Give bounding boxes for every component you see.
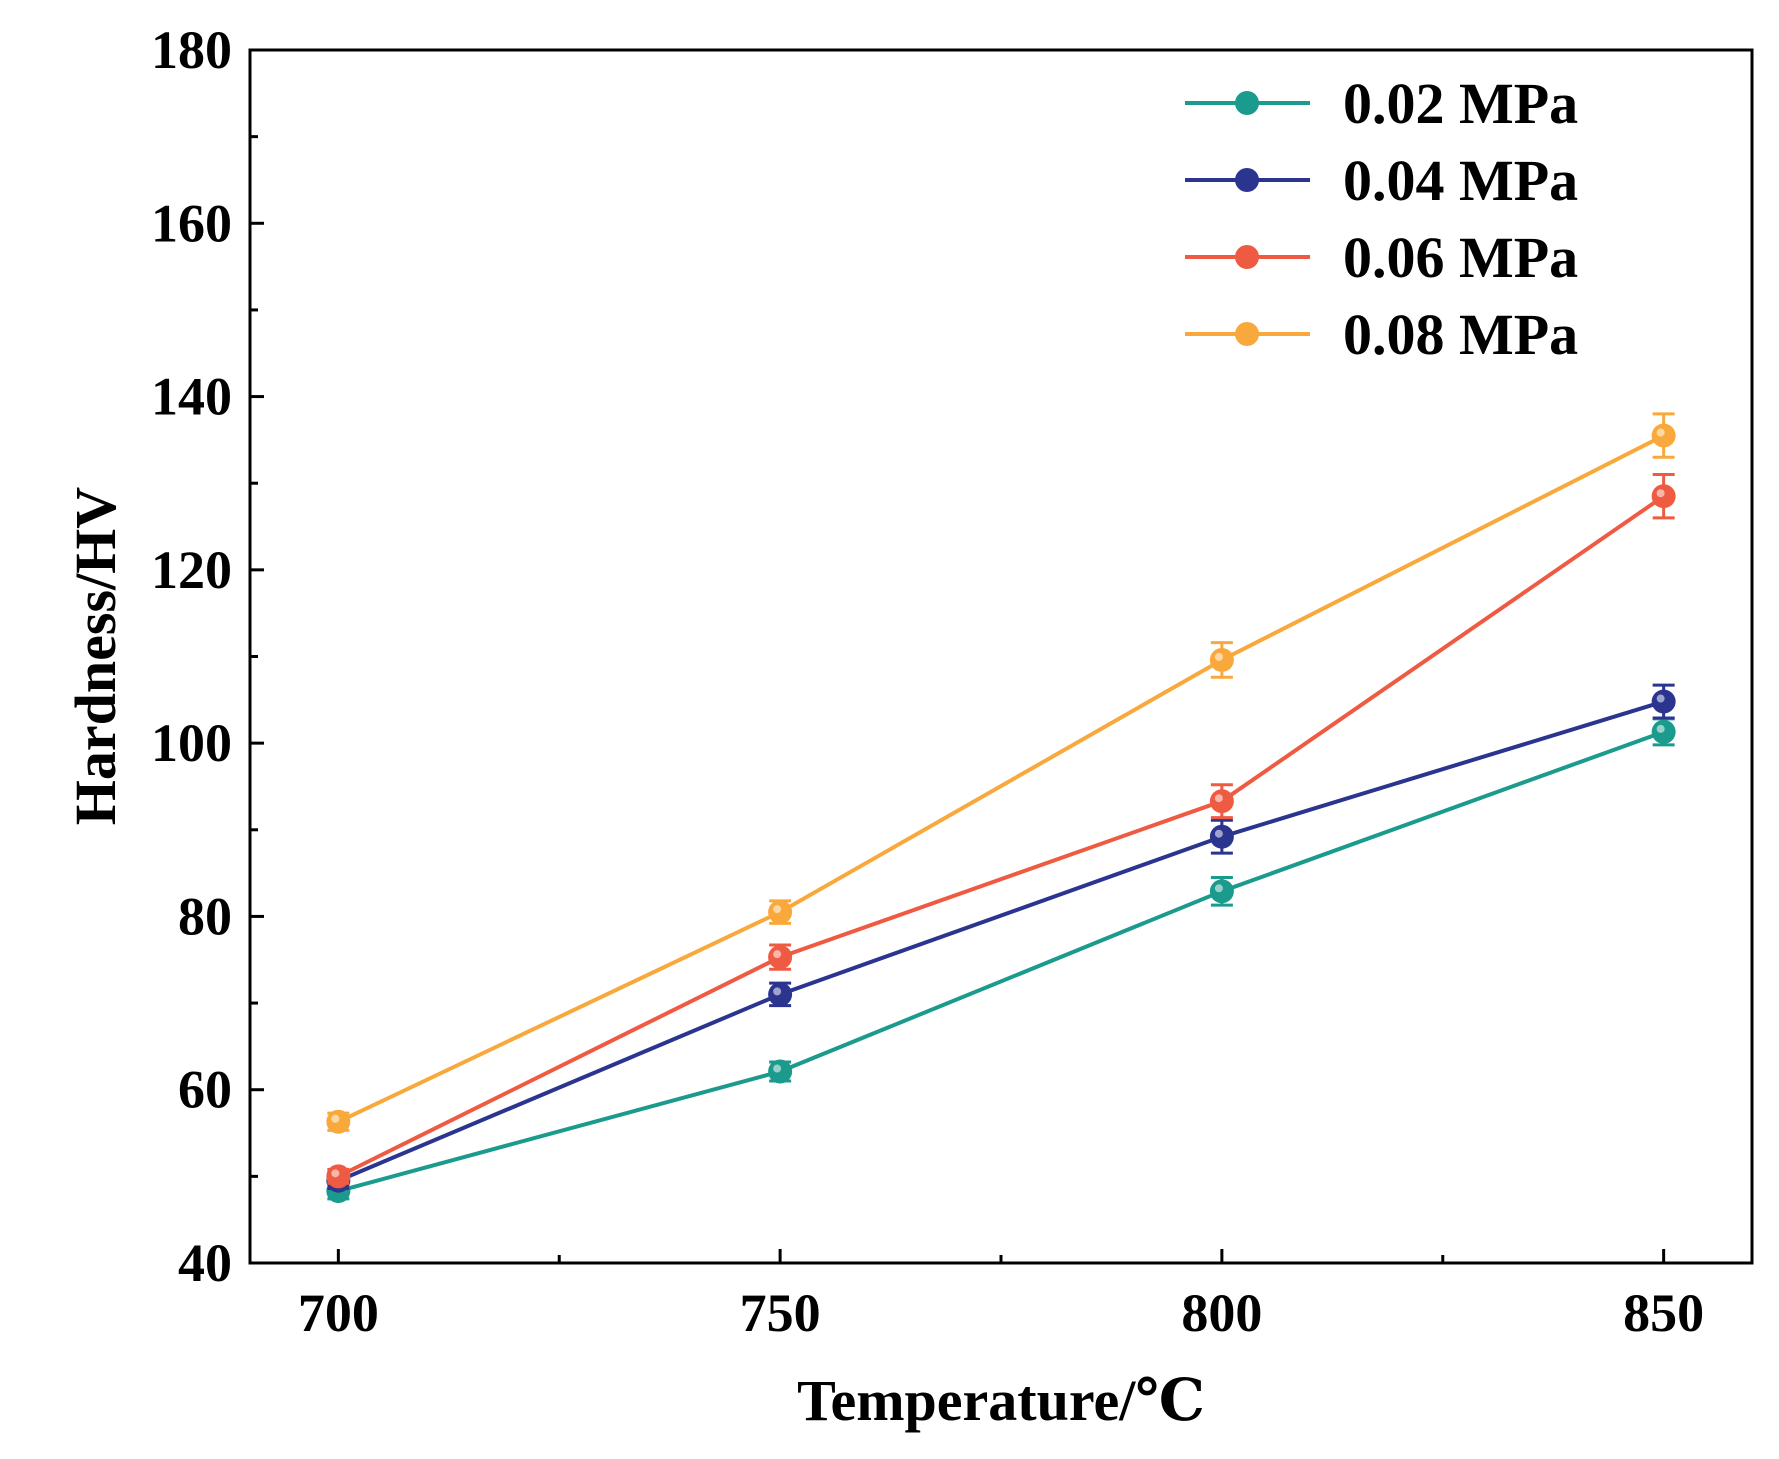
- data-point-highlight: [331, 1114, 340, 1123]
- legend: 0.02 MPa 0.04 MPa 0.06 MPa 0.08 MPa: [1185, 71, 1578, 367]
- data-point: [768, 982, 793, 1007]
- data-point: [768, 900, 793, 925]
- legend-label: 0.04 MPa: [1343, 148, 1578, 213]
- y-tick-label: 140: [151, 367, 232, 427]
- data-point-highlight: [1656, 694, 1665, 703]
- series-1: [326, 683, 1676, 1193]
- legend-label: 0.02 MPa: [1343, 71, 1578, 136]
- major-ticks: [250, 48, 1666, 1265]
- series-line: [337, 494, 1665, 1179]
- data-point-highlight: [773, 905, 782, 914]
- y-tick-label: 100: [151, 713, 232, 773]
- y-tick-label: 120: [151, 540, 232, 600]
- y-tick-label: 80: [178, 886, 232, 946]
- data-point-highlight: [773, 987, 782, 996]
- series-line: [337, 729, 1665, 1194]
- data-point: [1651, 689, 1676, 714]
- data-point-highlight: [1656, 489, 1665, 498]
- series-line: [337, 433, 1665, 1124]
- y-tick-label: 160: [151, 193, 232, 253]
- legend-marker: [1235, 168, 1259, 192]
- legend-marker: [1235, 322, 1259, 346]
- x-tick-labels: 700 750 800 850: [298, 1283, 1704, 1343]
- data-point-highlight: [1214, 829, 1223, 838]
- data-point-highlight: [773, 1064, 782, 1073]
- legend-item: 0.06 MPa: [1185, 225, 1578, 290]
- legend-marker: [1235, 91, 1259, 115]
- data-point: [1209, 824, 1234, 849]
- legend-item: 0.08 MPa: [1185, 302, 1578, 367]
- data-point: [1651, 484, 1676, 509]
- x-tick-label: 700: [298, 1283, 379, 1343]
- data-point: [1651, 423, 1676, 448]
- series-line: [337, 699, 1665, 1183]
- series-2: [326, 473, 1676, 1189]
- x-tick-label: 850: [1623, 1283, 1704, 1343]
- legend-label: 0.08 MPa: [1343, 302, 1578, 367]
- data-point-highlight: [1656, 428, 1665, 437]
- y-tick-label: 40: [178, 1233, 232, 1293]
- x-tick-label: 800: [1181, 1283, 1262, 1343]
- series-3: [326, 412, 1676, 1134]
- minor-ticks: [250, 135, 1445, 1263]
- data-point-highlight: [1214, 884, 1223, 893]
- data-point-highlight: [1656, 724, 1665, 733]
- legend-item: 0.02 MPa: [1185, 71, 1578, 136]
- series-layer: [326, 412, 1676, 1204]
- data-point-highlight: [773, 950, 782, 959]
- y-tick-label: 60: [178, 1060, 232, 1120]
- data-point: [1209, 879, 1234, 904]
- series-0: [326, 717, 1676, 1204]
- x-axis-title: Temperature/℃: [797, 1368, 1205, 1433]
- data-point-highlight: [331, 1169, 340, 1178]
- data-point: [1209, 789, 1234, 814]
- data-point: [768, 945, 793, 970]
- legend-label: 0.06 MPa: [1343, 225, 1578, 290]
- y-axis-title: Hardness/HV: [63, 487, 128, 825]
- y-tick-labels: 40 60 80 100 120 140 160 180: [151, 20, 232, 1293]
- data-point-highlight: [1214, 652, 1223, 661]
- data-point-highlight: [1214, 794, 1223, 803]
- y-tick-label: 180: [151, 20, 232, 80]
- data-point: [326, 1109, 351, 1134]
- data-point: [1209, 647, 1234, 672]
- x-tick-label: 750: [740, 1283, 821, 1343]
- legend-marker: [1235, 245, 1259, 269]
- data-point: [326, 1164, 351, 1189]
- data-point: [768, 1059, 793, 1084]
- data-point: [1651, 719, 1676, 744]
- legend-item: 0.04 MPa: [1185, 148, 1578, 213]
